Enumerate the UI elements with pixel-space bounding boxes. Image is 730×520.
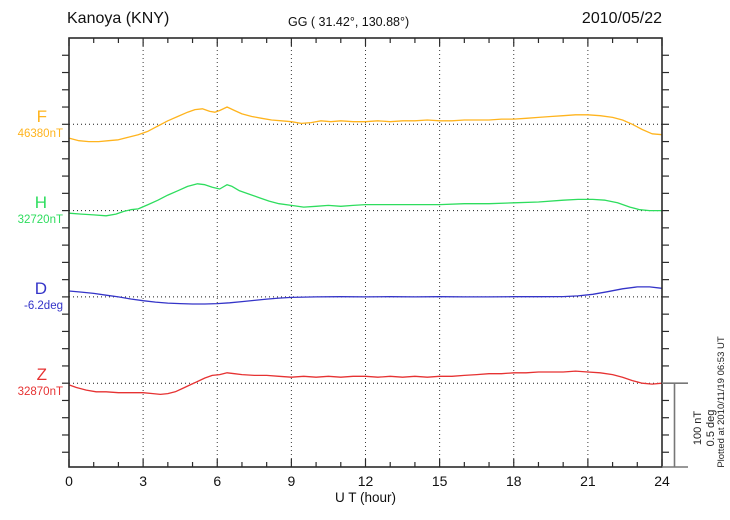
trace-f: [68, 106, 663, 143]
component-label-f: F: [36, 107, 47, 126]
component-baseline-value-h: 32720nT: [17, 214, 63, 226]
x-tick-label: 6: [213, 473, 221, 489]
x-tick-label: 12: [358, 473, 374, 489]
x-tick-label: 0: [65, 473, 73, 489]
x-tick-label: 21: [580, 473, 596, 489]
geographic-coordinates-label: GG ( 31.42°, 130.88°): [288, 15, 410, 29]
x-tick-label: 15: [432, 473, 448, 489]
scale-bar-labels: 100 nT 0.5 deg: [692, 400, 718, 456]
component-label-d: D: [34, 279, 47, 298]
component-label-z: Z: [36, 365, 47, 384]
component-label-h: H: [34, 193, 47, 212]
component-baseline-value-f: 46380nT: [17, 128, 63, 140]
x-tick-label: 9: [287, 473, 295, 489]
component-baseline-value-z: 32870nT: [17, 386, 63, 398]
date-label: 2010/05/22: [581, 10, 662, 27]
component-baseline-value-d: -6.2deg: [23, 300, 63, 312]
x-tick-label: 24: [654, 473, 670, 489]
plotted-at-timestamp: Plotted at 2010/11/19 06:53 UT: [716, 336, 727, 468]
scale-bar-nt-label: 100 nT: [692, 410, 704, 446]
station-title: Kanoya (KNY): [67, 10, 170, 27]
x-axis-label: U T (hour): [334, 490, 397, 505]
x-tick-label: 18: [506, 473, 522, 489]
trace-h: [68, 183, 662, 217]
x-tick-label: 3: [139, 473, 147, 489]
trace-z: [68, 370, 663, 396]
trace-d: [68, 286, 663, 305]
